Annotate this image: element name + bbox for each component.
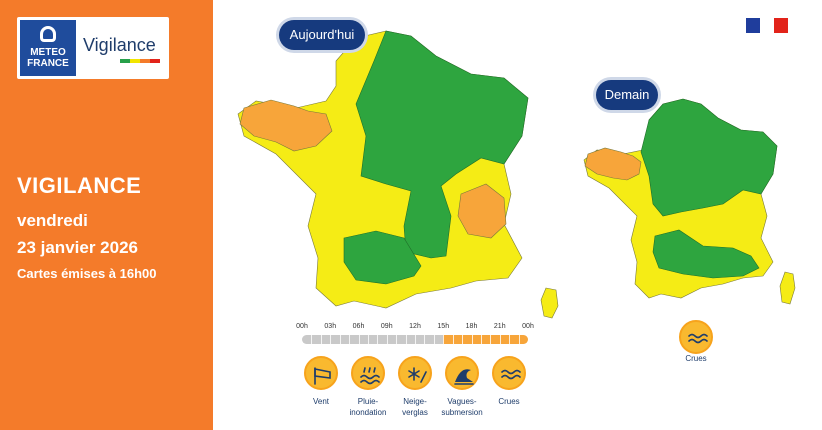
timeline-label: 18h (465, 323, 478, 330)
timeline-segment-orange (443, 335, 528, 344)
vigilance-bar-yellow (130, 59, 140, 63)
timeline-tick (443, 335, 445, 344)
logo-card: METEO FRANCE Vigilance (17, 17, 169, 79)
timeline-label: 15h (437, 323, 450, 330)
phenomenon-label-line2: inondation (349, 408, 387, 417)
phenomenon-label-line2: submersion (441, 408, 483, 417)
map-tomorrow-label: Demain (596, 80, 658, 110)
timeline-tick (452, 335, 454, 344)
map-today-label: Aujourd'hui (279, 20, 365, 50)
wind-icon (304, 356, 338, 390)
today-zone-orange-rhone (457, 183, 507, 239)
timeline-label: 00h (296, 323, 308, 330)
timeline-label: 21h (493, 323, 506, 330)
phenomenon-label-line1: Crues (685, 354, 707, 363)
phenomenon-label-line1: Crues (498, 397, 520, 406)
vigilance-bar-orange (140, 59, 150, 63)
phenomenon-label-crues: Crues (474, 396, 544, 407)
timeline-tick (433, 335, 435, 344)
flag-red (774, 18, 788, 33)
rain-flood-icon (351, 356, 385, 390)
today-zone-orange-brittany (239, 99, 333, 152)
flag-blue (746, 18, 760, 33)
timeline-label: 12h (409, 323, 421, 330)
side-issued-time: Cartes émises à 16h00 (17, 266, 157, 281)
phenomenon-label-line1: Pluie- (357, 397, 379, 406)
today-corsica (540, 287, 559, 319)
timeline-tick (415, 335, 416, 344)
phenomenon-label-crues: Crues (661, 353, 731, 364)
timeline-tick (499, 335, 501, 344)
timeline-ticks (302, 335, 528, 344)
timeline-tick (518, 335, 520, 344)
vigilance-bar-red (150, 59, 160, 63)
timeline-segment-grey (302, 335, 444, 344)
phenomenon-label-line1: Vent (312, 397, 329, 406)
timeline-label: 06h (352, 323, 365, 330)
timeline-tick (424, 335, 426, 344)
map-today (237, 30, 559, 319)
flag-white (760, 18, 774, 33)
side-title: VIGILANCE (17, 173, 142, 198)
flood-icon (492, 356, 526, 390)
timeline-tick (320, 335, 322, 344)
timeline-tick (509, 335, 511, 344)
timeline-tick (358, 335, 360, 344)
timeline-label: 09h (380, 323, 393, 330)
phenomenon-label-vagues: Vagues-submersion (427, 396, 497, 418)
phenomenon-label-line1: Neige- (403, 397, 427, 406)
today-zone-green-south (343, 230, 422, 285)
timeline-tick (471, 335, 473, 344)
timeline-label: 00h (522, 323, 534, 330)
tomorrow-zone-green-south (652, 229, 760, 279)
timeline-tick (462, 335, 464, 344)
phenomenon-label-pluie: Pluie-inondation (333, 396, 403, 418)
waves-submersion-icon (445, 356, 479, 390)
phenomenon-label-line2: verglas (402, 408, 428, 417)
timeline-tick (311, 335, 313, 344)
logo-line1: METEO (30, 47, 66, 58)
today-zone-green-north (355, 30, 529, 259)
tomorrow-zone-green-north (640, 98, 778, 217)
side-day: vendredi (17, 211, 88, 230)
timeline-tick (386, 335, 388, 344)
timeline-tick (377, 335, 379, 344)
timeline-tick (330, 335, 332, 344)
phenomenon-label-neige: Neige-verglas (380, 396, 450, 418)
meteo-france-logo: METEO FRANCE (20, 20, 76, 76)
timeline-tick (367, 335, 369, 344)
phenomenon-label-line1: Vagues- (447, 397, 477, 406)
tomorrow-corsica (779, 271, 796, 305)
map-tomorrow (583, 98, 796, 305)
timeline-tick (490, 335, 492, 344)
timeline-tick (349, 335, 351, 344)
product-name: Vigilance (83, 35, 156, 55)
french-flag-icon (746, 18, 788, 33)
side-date: 23 janvier 2026 (17, 238, 138, 257)
timeline-label: 03h (324, 323, 337, 330)
vigilance-bar-green (120, 59, 130, 63)
tomorrow-zone-orange-brittany (584, 147, 642, 181)
flood-icon (679, 320, 713, 354)
timeline-tick (405, 335, 407, 344)
timeline-tick (339, 335, 341, 344)
timeline-tick (480, 335, 482, 344)
timeline-bar (302, 335, 528, 344)
snow-ice-icon (398, 356, 432, 390)
timeline-labels: 00h 03h 06h 09h 12h 15h 18h 21h 00h (296, 323, 538, 333)
logo-line2: FRANCE (27, 58, 69, 69)
side-panel: METEO FRANCE Vigilance VIGILANCE vendred… (0, 0, 213, 430)
meteo-france-glyph-icon (40, 26, 56, 42)
timeline-tick (396, 335, 398, 344)
phenomenon-label-vent: Vent (286, 396, 356, 407)
vigilance-color-bar (120, 59, 160, 63)
